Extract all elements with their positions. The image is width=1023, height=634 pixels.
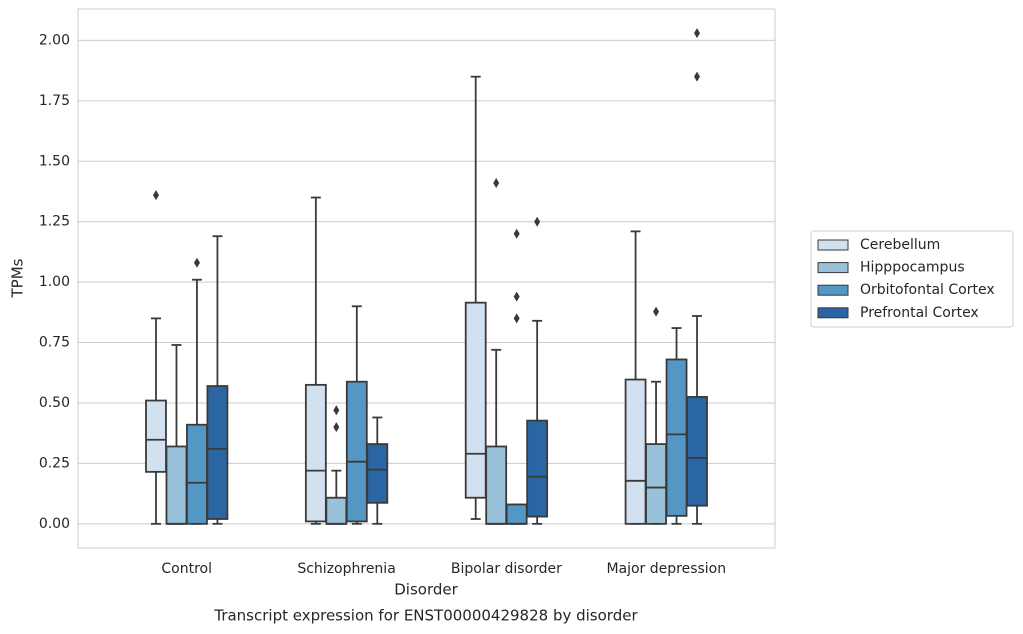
legend-swatch: [817, 262, 849, 274]
box: [304, 383, 327, 523]
outlier: [333, 422, 340, 433]
box: [366, 443, 389, 504]
box: [645, 443, 667, 525]
y-tick-label: 0.00: [39, 516, 70, 532]
box: [505, 503, 528, 525]
box: [665, 358, 688, 517]
legend-swatch: [817, 239, 849, 251]
y-tick-label: 1.50: [39, 153, 70, 169]
x-tick-label: Bipolar disorder: [451, 561, 562, 577]
x-tick-label: Schizophrenia: [297, 561, 395, 577]
outlier: [534, 216, 541, 227]
outlier: [493, 178, 500, 189]
legend-swatch: [817, 284, 849, 296]
y-tick-label: 1.25: [39, 214, 70, 230]
outlier: [513, 228, 520, 239]
legend-label: Prefrontal Cortex: [860, 305, 979, 321]
legend-label: Cerebellum: [860, 237, 940, 253]
outlier: [333, 405, 340, 416]
outlier: [513, 313, 520, 324]
y-tick-label: 0.50: [39, 395, 70, 411]
outlier: [653, 306, 660, 317]
box: [206, 385, 229, 520]
outlier: [694, 28, 701, 39]
y-tick-label: 2.00: [39, 32, 70, 48]
y-tick-label: 0.75: [39, 335, 70, 351]
box: [186, 423, 208, 525]
legend-label: Orbitofontal Cortex: [860, 282, 995, 298]
box: [325, 496, 348, 525]
y-axis-label: TPMs: [9, 258, 27, 298]
box: [526, 419, 549, 518]
y-tick-label: 1.00: [39, 274, 70, 290]
chart-title: Transcript expression for ENST0000042982…: [213, 607, 638, 625]
legend-label: Hipppocampus: [860, 260, 965, 276]
outlier: [513, 291, 520, 302]
box: [464, 301, 487, 499]
box: [686, 396, 708, 507]
legend-frame: [810, 230, 1014, 328]
x-axis-label: Disorder: [394, 581, 458, 599]
y-tick-label: 1.75: [39, 93, 70, 109]
legend-swatch: [817, 307, 849, 319]
box: [165, 445, 188, 525]
y-tick-label: 0.25: [39, 455, 70, 471]
x-tick-label: Control: [161, 561, 212, 577]
outlier: [694, 71, 701, 82]
box: [624, 378, 647, 525]
outlier: [193, 257, 200, 268]
box: [145, 399, 167, 473]
box: [485, 445, 508, 525]
box: [345, 380, 368, 523]
outlier: [152, 190, 159, 201]
x-tick-label: Major depression: [606, 561, 726, 577]
